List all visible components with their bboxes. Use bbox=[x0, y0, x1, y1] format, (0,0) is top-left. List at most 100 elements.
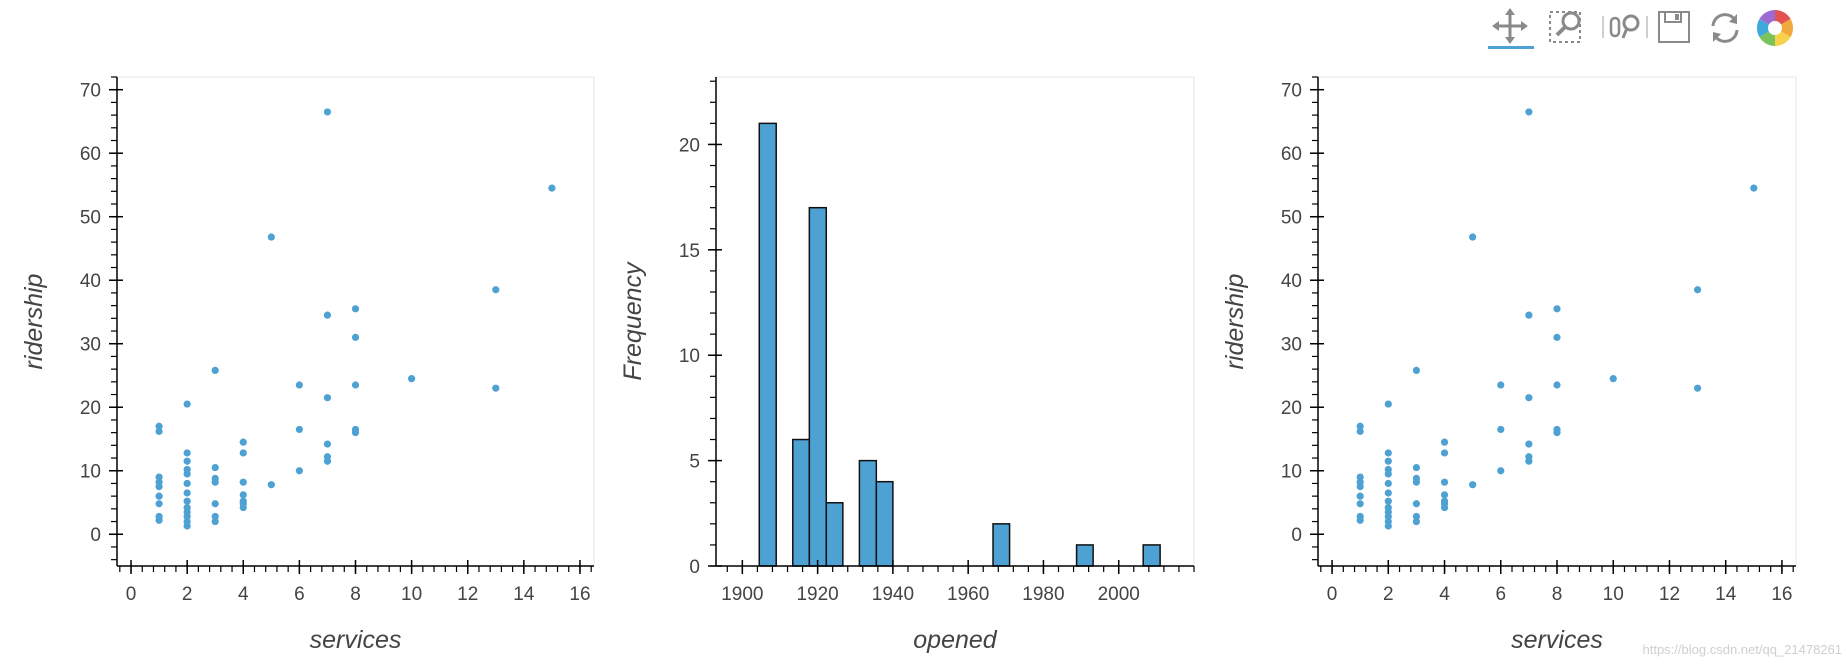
x-tick-label: 6 bbox=[294, 584, 305, 605]
data-point bbox=[351, 429, 360, 437]
active-tool-indicator bbox=[1488, 46, 1538, 49]
data-point bbox=[323, 108, 332, 116]
data-point bbox=[155, 422, 163, 430]
y-tick-label: 40 bbox=[80, 271, 101, 292]
x-tick-label: 2000 bbox=[1098, 584, 1140, 605]
data-point bbox=[267, 481, 275, 489]
data-point bbox=[267, 233, 275, 241]
histogram-bar bbox=[825, 502, 844, 567]
data-point bbox=[492, 384, 500, 392]
x-axis-label: services bbox=[1511, 626, 1603, 654]
x-tick-label: 1960 bbox=[947, 584, 989, 605]
data-point bbox=[183, 449, 191, 457]
x-tick-label: 2 bbox=[182, 584, 193, 605]
scatter-plot-left[interactable]: 0 2 4 6 8 10 12 14 16 0 10 20 30 40 50 60 70 services ride… bbox=[20, 76, 595, 654]
x-tick-label: 0 bbox=[1327, 584, 1338, 605]
move-icon bbox=[1488, 8, 1538, 49]
x-tick-label: 1900 bbox=[721, 584, 763, 605]
y-axis-label: ridership bbox=[1221, 273, 1249, 369]
y-tick-label: 50 bbox=[80, 208, 101, 229]
y-tick-label: 60 bbox=[80, 144, 101, 165]
wheel-zoom-tool[interactable] bbox=[1601, 6, 1649, 50]
data-point bbox=[239, 438, 247, 446]
x-tick-label: 1980 bbox=[1022, 584, 1064, 605]
histogram-plot[interactable]: 1900 1920 1940 1960 1980 2000 0 5 10 15 20 opened Fr… bbox=[619, 76, 1195, 654]
x-tick-label: 16 bbox=[569, 584, 590, 605]
reset-icon bbox=[1711, 13, 1739, 43]
data-point bbox=[183, 489, 191, 497]
data-point bbox=[323, 394, 332, 402]
data-point bbox=[408, 375, 416, 383]
y-axis-label: ridership bbox=[20, 273, 48, 369]
y-axis-label: Frequency bbox=[619, 261, 647, 381]
data-point bbox=[183, 400, 191, 408]
data-point bbox=[1440, 438, 1449, 446]
data-point bbox=[1497, 381, 1505, 389]
data-point bbox=[1412, 366, 1421, 374]
data-point bbox=[323, 311, 332, 319]
data-point bbox=[1693, 286, 1702, 294]
data-point bbox=[1356, 492, 1364, 500]
data-point bbox=[155, 500, 163, 508]
bokeh-logo[interactable] bbox=[1751, 6, 1799, 50]
data-point bbox=[1384, 470, 1392, 478]
x-tick-label: 1920 bbox=[796, 584, 838, 605]
x-tick-label: 12 bbox=[457, 584, 478, 605]
y-tick-label: 20 bbox=[679, 135, 700, 156]
pan-tool[interactable] bbox=[1486, 6, 1538, 50]
data-point bbox=[1384, 522, 1392, 530]
x-tick-label: 1940 bbox=[872, 584, 914, 605]
data-point bbox=[211, 478, 219, 486]
histogram-bar bbox=[858, 459, 878, 567]
data-point bbox=[1440, 491, 1449, 499]
data-point bbox=[1356, 427, 1364, 435]
data-point bbox=[211, 366, 219, 374]
data-point bbox=[1356, 516, 1364, 524]
y-tick-label: 10 bbox=[80, 462, 101, 483]
histogram-bar bbox=[1075, 544, 1094, 567]
data-point bbox=[1384, 489, 1392, 497]
y-tick-label: 0 bbox=[1291, 525, 1302, 546]
y-tick-label: 40 bbox=[1281, 271, 1302, 292]
data-point bbox=[323, 440, 332, 448]
x-tick-label: 14 bbox=[513, 584, 535, 605]
data-point bbox=[1553, 333, 1561, 341]
data-point bbox=[211, 463, 219, 472]
data-point bbox=[1525, 440, 1533, 448]
data-point bbox=[211, 500, 219, 508]
x-axis-label: services bbox=[310, 626, 402, 654]
y-tick-label: 0 bbox=[689, 557, 700, 578]
data-point bbox=[1440, 478, 1449, 486]
data-point bbox=[1553, 381, 1561, 389]
data-point bbox=[1384, 497, 1392, 505]
data-point bbox=[183, 457, 191, 465]
y-tick-label: 50 bbox=[1281, 208, 1302, 229]
data-point bbox=[492, 286, 500, 294]
data-point bbox=[1497, 425, 1505, 434]
data-point bbox=[1412, 463, 1421, 472]
data-point bbox=[1469, 233, 1477, 241]
y-tick-label: 70 bbox=[80, 81, 101, 102]
data-point bbox=[295, 425, 303, 434]
data-point bbox=[1356, 500, 1364, 508]
data-point bbox=[155, 427, 163, 435]
data-point bbox=[1384, 400, 1392, 408]
data-point bbox=[295, 467, 303, 475]
data-point bbox=[155, 483, 163, 491]
y-tick-label: 60 bbox=[1281, 144, 1302, 165]
scatter-plot-right[interactable]: 0 2 4 6 8 10 12 14 16 0 10 20 30 40 50 60 70 services ride… bbox=[1221, 76, 1797, 654]
x-tick-label: 14 bbox=[1715, 584, 1737, 605]
box-zoom-tool[interactable] bbox=[1546, 6, 1594, 50]
histogram-bar bbox=[808, 206, 828, 567]
save-tool[interactable] bbox=[1651, 6, 1699, 50]
reset-tool[interactable] bbox=[1701, 6, 1749, 50]
data-point bbox=[351, 333, 360, 341]
x-axis-label: opened bbox=[913, 626, 998, 654]
data-point bbox=[211, 517, 219, 526]
x-tick-label: 8 bbox=[350, 584, 361, 605]
data-point bbox=[239, 503, 247, 512]
watermark: https://blog.csdn.net/qq_21478261 bbox=[1643, 642, 1843, 657]
data-point bbox=[1440, 449, 1449, 457]
data-point bbox=[1384, 479, 1392, 488]
